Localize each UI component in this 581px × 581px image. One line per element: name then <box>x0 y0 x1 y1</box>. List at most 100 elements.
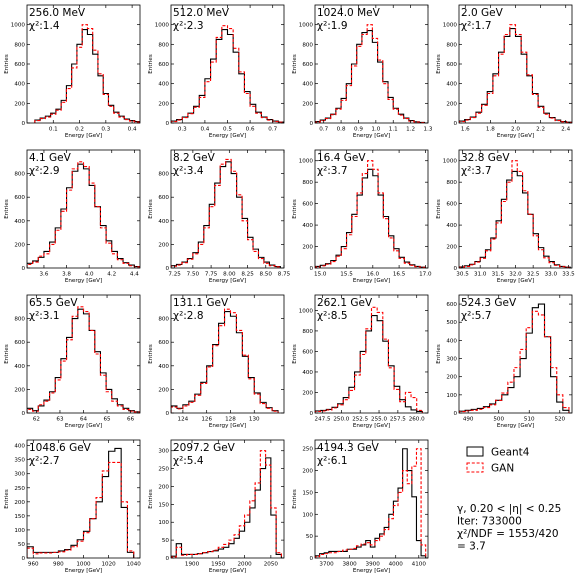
y-tick-label: 400 <box>14 364 25 370</box>
y-tick-label: 600 <box>14 340 25 346</box>
x-tick-label: 1.6 <box>461 127 470 133</box>
info-line-4: = 3.7 <box>457 541 486 553</box>
series-line-geant4 <box>171 29 284 123</box>
histogram-panel-11: 247.5 250.0 252.5 255.0 257.5 260.0 0 200 400 600… <box>292 294 429 429</box>
series-line-geant4 <box>315 30 426 123</box>
y-tick-label: 800 <box>302 180 313 186</box>
x-tick-label: 66 <box>127 417 135 423</box>
y-axis-label: Entries <box>436 199 442 219</box>
plot-frame <box>314 294 429 414</box>
y-tick-label: 400 <box>14 219 25 225</box>
energy-label: 65.5 GeV <box>29 297 78 309</box>
x-tick-label: 500 <box>493 417 504 423</box>
chi2-label: χ²:2.8 <box>173 310 204 322</box>
chi2-label: χ²:3.7 <box>317 165 348 177</box>
y-tick-label: 100 <box>302 512 313 518</box>
y-tick-label: 400 <box>158 364 169 370</box>
y-tick-label: 0 <box>165 121 169 127</box>
y-tick-label: 600 <box>302 62 313 68</box>
x-tick-label: 1040 <box>127 562 142 568</box>
x-tick-label: 7.25 <box>168 272 181 278</box>
energy-label: 4194.3 GeV <box>317 442 380 454</box>
x-axis-label: Energy [GeV] <box>65 133 102 139</box>
series-line-gan <box>459 310 570 413</box>
x-tick-label: 32.5 <box>527 272 540 278</box>
y-axis-label: Entries <box>4 489 10 509</box>
y-tick-label: 300 <box>158 449 169 455</box>
series-line-gan <box>171 158 281 268</box>
chi2-label: χ²:8.5 <box>317 310 348 322</box>
series-line-gan <box>315 448 427 558</box>
series-line-gan <box>27 461 135 558</box>
y-tick-label: 350 <box>14 458 25 464</box>
y-tick-label: 1000 <box>155 23 170 29</box>
y-tick-label: 600 <box>158 62 169 68</box>
x-axis-label: Energy [GeV] <box>65 568 102 574</box>
y-tick-label: 50 <box>18 542 26 548</box>
y-tick-label: 200 <box>14 387 25 393</box>
legend-label: GAN <box>491 463 514 475</box>
histogram-panel-15: 3700 3800 3900 4000 4100 0 50 100 150 200 250 Energ… <box>292 439 429 574</box>
y-tick-label: 50 <box>306 534 314 540</box>
y-tick-label: 400 <box>302 82 313 88</box>
plot-frame <box>170 294 285 414</box>
legend-label: Geant4 <box>491 447 530 459</box>
x-tick-label: 2.2 <box>536 127 545 133</box>
series-line-geant4 <box>34 29 140 123</box>
energy-label: 1024.0 MeV <box>317 7 381 19</box>
y-tick-label: 600 <box>302 349 313 355</box>
y-tick-label: 400 <box>14 82 25 88</box>
energy-label: 32.8 GeV <box>461 152 510 164</box>
y-tick-label: 0 <box>453 121 457 127</box>
x-tick-label: 0.7 <box>319 127 328 133</box>
plot-frame <box>170 439 285 559</box>
x-axis-label: Energy [GeV] <box>65 278 102 284</box>
x-axis-label: Energy [GeV] <box>209 133 246 139</box>
y-tick-label: 0 <box>21 411 25 417</box>
x-tick-label: 510 <box>524 417 535 423</box>
y-axis-label: Entries <box>292 199 298 219</box>
x-tick-label: 16.0 <box>367 272 380 278</box>
y-tick-label: 1000 <box>299 23 314 29</box>
y-tick-label: 800 <box>158 42 169 48</box>
x-tick-label: 260.0 <box>409 417 425 423</box>
y-tick-label: 100 <box>14 528 25 534</box>
x-tick-label: 0.6 <box>246 127 255 133</box>
x-tick-label: 130 <box>249 417 260 423</box>
energy-label: 262.1 GeV <box>317 297 373 309</box>
series-line-gan <box>27 306 140 413</box>
y-tick-label: 200 <box>302 101 313 107</box>
x-tick-label: 257.5 <box>390 417 406 423</box>
x-tick-label: 7.50 <box>187 272 200 278</box>
x-tick-label: 520 <box>554 417 565 423</box>
y-tick-label: 200 <box>446 375 457 381</box>
y-axis-label: Entries <box>292 489 298 509</box>
x-tick-label: 124 <box>178 417 189 423</box>
y-tick-label: 800 <box>14 42 25 48</box>
y-tick-label: 400 <box>302 223 313 229</box>
x-tick-label: 62 <box>33 417 40 423</box>
x-axis-label: Energy [GeV] <box>65 423 102 429</box>
y-tick-label: 1000 <box>11 23 26 29</box>
energy-label: 256.0 MeV <box>29 7 86 19</box>
y-tick-label: 0 <box>309 121 313 127</box>
y-tick-label: 200 <box>302 245 313 251</box>
x-tick-label: 252.5 <box>352 417 368 423</box>
y-tick-label: 200 <box>14 500 25 506</box>
x-tick-label: 32.0 <box>509 272 522 278</box>
x-tick-label: 3.6 <box>39 272 48 278</box>
y-tick-label: 200 <box>158 101 169 107</box>
y-tick-label: 100 <box>158 520 169 526</box>
energy-label: 524.3 GeV <box>461 297 517 309</box>
y-tick-label: 800 <box>446 42 457 48</box>
x-tick-label: 4.0 <box>85 272 94 278</box>
x-axis-label: Energy [GeV] <box>209 568 246 574</box>
y-tick-label: 400 <box>14 444 25 450</box>
energy-label: 2.0 GeV <box>461 7 504 19</box>
x-tick-label: 1950 <box>211 562 226 568</box>
x-tick-label: 1.3 <box>424 127 433 133</box>
y-axis-label: Entries <box>436 344 442 364</box>
x-tick-label: 8.50 <box>260 272 273 278</box>
y-tick-label: 0 <box>165 411 169 417</box>
histogram-panel-5: 3.6 3.8 4.0 4.2 4.4 0 200 400 600 800 Energy [GeV]… <box>4 149 141 284</box>
